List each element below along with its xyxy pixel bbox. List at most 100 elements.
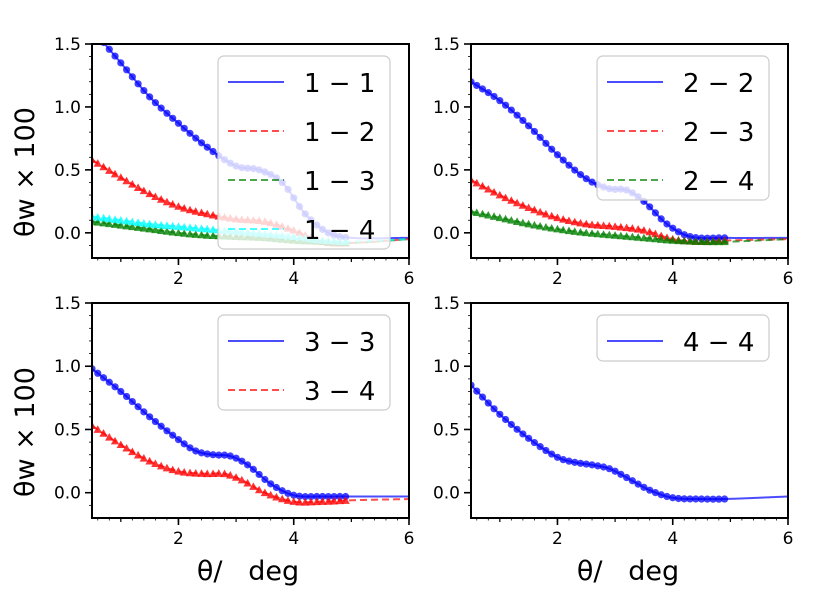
data-point (197, 469, 206, 477)
data-point (185, 229, 195, 238)
data-point (94, 369, 102, 377)
data-point (231, 473, 241, 481)
series-34 (92, 421, 409, 506)
data-point (703, 237, 712, 246)
data-point (697, 495, 706, 503)
data-point (192, 134, 200, 142)
legend-box (596, 55, 770, 201)
data-point (128, 73, 136, 81)
legend-label: 2 − 2 (683, 69, 754, 99)
data-point (301, 498, 310, 506)
data-point (610, 231, 620, 239)
plot-frame (91, 302, 410, 519)
data-point (168, 221, 177, 230)
data-point (122, 176, 131, 185)
legend-label: 4 − 4 (683, 328, 754, 358)
data-point (593, 229, 602, 238)
data-point (628, 224, 637, 232)
panel-1: 2 4 6 0.0 0.5 1.0 1.5 1 − 1 1 − 2 1 − 3 1 − 4 (54, 25, 414, 289)
data-point (203, 209, 212, 218)
data-point (116, 173, 126, 181)
data-point (536, 443, 544, 451)
data-point (519, 430, 527, 438)
data-point (295, 492, 304, 500)
data-point (174, 435, 183, 444)
data-point (156, 220, 166, 229)
data-point (685, 237, 695, 245)
data-point (714, 237, 724, 246)
y-tick-label: 1.0 (433, 98, 460, 118)
data-point (507, 420, 515, 429)
data-point (226, 452, 234, 460)
legend-label: 1 − 3 (304, 167, 375, 197)
data-point (525, 434, 533, 442)
data-point (471, 175, 476, 184)
data-point (88, 25, 95, 32)
data-point (174, 222, 183, 230)
data-point (582, 219, 591, 228)
data-point (128, 397, 136, 406)
legend: 2 − 2 2 − 3 2 − 4 (596, 55, 770, 201)
data-point (501, 415, 510, 424)
series-44 (471, 381, 788, 503)
x-tick-label: 2 (173, 529, 184, 549)
data-point (110, 215, 120, 223)
data-point (162, 463, 172, 472)
data-point (163, 109, 171, 117)
data-point (478, 85, 487, 93)
data-point (501, 214, 510, 223)
data-point (249, 465, 257, 473)
data-point (151, 220, 160, 228)
data-point (185, 468, 195, 477)
data-point (721, 495, 729, 503)
data-point (192, 447, 200, 455)
data-point (208, 225, 218, 233)
data-point (93, 213, 102, 221)
data-point (157, 104, 165, 112)
series-24 (471, 207, 788, 246)
data-point (674, 236, 683, 245)
data-point (185, 223, 195, 231)
data-point (139, 454, 149, 462)
data-point (715, 495, 723, 503)
x-axis-label-right: θ/ deg (577, 556, 679, 587)
data-point (168, 465, 177, 474)
data-point (553, 453, 562, 461)
data-point (525, 122, 533, 130)
data-point (542, 139, 550, 147)
data-point (116, 221, 126, 229)
data-point (139, 186, 149, 195)
data-point (720, 237, 729, 246)
data-point (594, 462, 602, 470)
data-point (208, 231, 218, 240)
data-point (133, 223, 143, 231)
data-point (151, 417, 159, 426)
data-point (588, 178, 596, 186)
y-tick-label: 0.5 (54, 161, 81, 181)
data-point (191, 223, 200, 232)
data-point (145, 219, 154, 228)
data-point (547, 211, 556, 220)
data-point (518, 218, 528, 227)
data-point (496, 410, 504, 418)
data-point (536, 133, 544, 141)
data-point (169, 431, 177, 439)
data-point (472, 178, 481, 187)
legend: 3 − 3 3 − 4 (217, 314, 391, 411)
data-point (94, 32, 101, 39)
data-point (295, 497, 304, 506)
data-point (628, 477, 636, 485)
data-point (542, 446, 550, 455)
x-axis-label-left: θ/ deg (197, 556, 299, 587)
data-point (283, 496, 293, 504)
data-point (336, 492, 344, 501)
data-point (576, 459, 585, 467)
data-point (473, 81, 481, 90)
y-tick-label: 1.5 (54, 294, 81, 314)
data-point (306, 497, 316, 506)
data-point (622, 232, 631, 240)
data-point (186, 444, 194, 452)
data-point (254, 485, 264, 494)
data-point (151, 459, 160, 467)
data-point (272, 483, 281, 492)
